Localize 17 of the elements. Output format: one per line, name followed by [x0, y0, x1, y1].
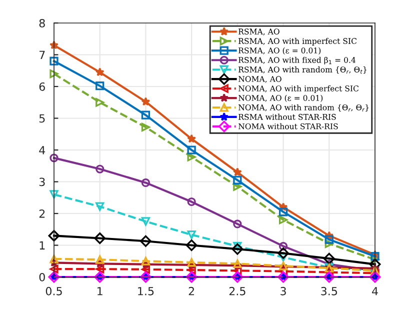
y-tick-label: 2 — [39, 209, 45, 218]
y-tick-label: 4 — [39, 146, 46, 154]
y-tick-label: 6 — [39, 82, 45, 91]
x-tick-label: 2.5 — [229, 286, 246, 296]
y-tick-label: 1 — [40, 241, 45, 250]
y-tick-label: 5 — [39, 114, 45, 123]
y-tick-label: 7 — [40, 50, 45, 59]
x-tick-label: 4 — [372, 287, 378, 296]
x-tick-label: 2 — [188, 286, 194, 296]
x-tick-label: 3 — [280, 286, 286, 296]
y-tick-label: 0 — [39, 272, 45, 282]
x-tick-label: 0.5 — [46, 286, 62, 296]
y-tick-label: 8 — [39, 18, 45, 28]
y-tick-label: 3 — [39, 178, 45, 186]
x-tick-label: 3.5 — [321, 286, 338, 296]
x-tick-label: 1 — [98, 287, 102, 296]
x-tick-label: 1.5 — [138, 287, 154, 296]
